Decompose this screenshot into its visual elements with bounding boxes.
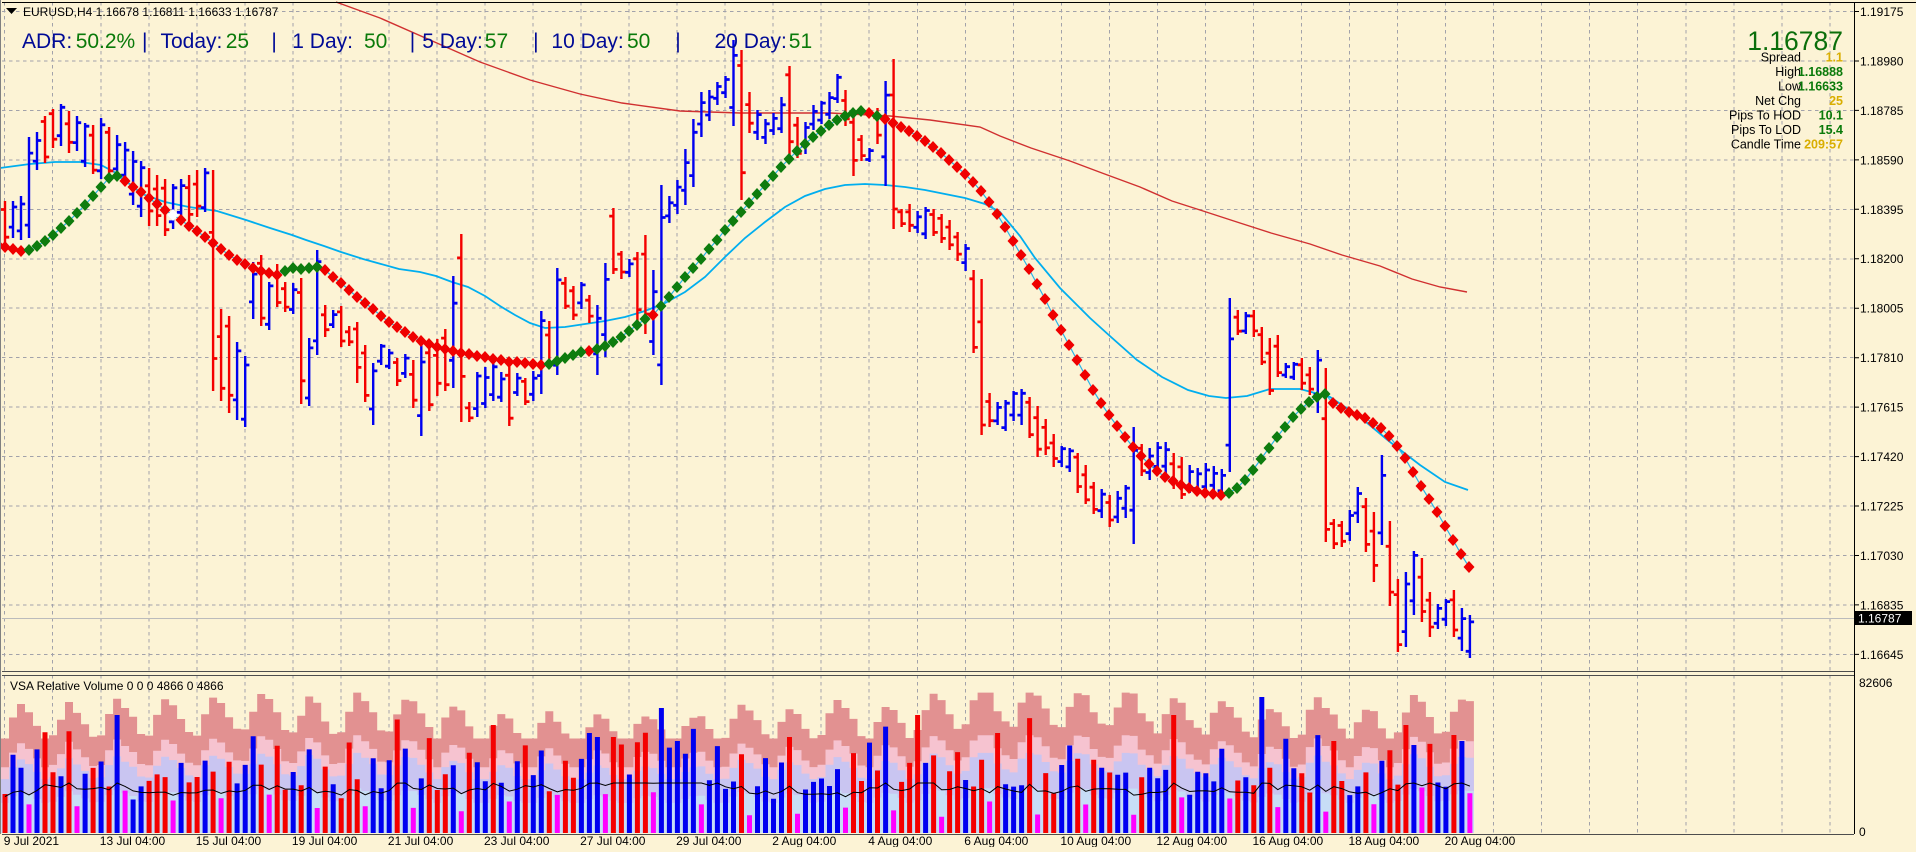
svg-text:1.17030: 1.17030 bbox=[1860, 549, 1904, 563]
svg-text:1.17225: 1.17225 bbox=[1860, 500, 1904, 514]
svg-text:10 Day:: 10 Day: bbox=[551, 30, 623, 53]
svg-text:|: | bbox=[271, 30, 276, 53]
svg-text:50.2%: 50.2% bbox=[76, 30, 136, 53]
svg-text:2 Aug 04:00: 2 Aug 04:00 bbox=[772, 834, 836, 847]
svg-text:15 Jul 04:00: 15 Jul 04:00 bbox=[196, 834, 262, 847]
svg-text:82606: 82606 bbox=[1859, 676, 1893, 690]
svg-text:High: High bbox=[1775, 65, 1801, 79]
svg-text:51: 51 bbox=[789, 30, 812, 53]
svg-text:|: | bbox=[142, 30, 147, 53]
svg-text:0: 0 bbox=[1859, 825, 1866, 839]
svg-text:Net Chg: Net Chg bbox=[1755, 94, 1801, 108]
svg-text:1 Day:: 1 Day: bbox=[292, 30, 353, 53]
svg-text:Low: Low bbox=[1778, 80, 1802, 94]
svg-text:1.19175: 1.19175 bbox=[1860, 5, 1904, 19]
svg-text:50: 50 bbox=[364, 30, 387, 53]
svg-text:1.16888: 1.16888 bbox=[1798, 65, 1843, 79]
svg-text:1.16787: 1.16787 bbox=[1858, 612, 1902, 626]
svg-text:Pips To HOD: Pips To HOD bbox=[1729, 109, 1801, 123]
svg-text:6 Aug 04:00: 6 Aug 04:00 bbox=[964, 834, 1028, 847]
svg-text:Spread: Spread bbox=[1761, 51, 1801, 65]
svg-text:1.16787: 1.16787 bbox=[1747, 26, 1843, 56]
svg-text:10 Aug 04:00: 10 Aug 04:00 bbox=[1060, 834, 1131, 847]
svg-text:1.18395: 1.18395 bbox=[1860, 203, 1904, 217]
svg-text:19 Jul 04:00: 19 Jul 04:00 bbox=[292, 834, 358, 847]
svg-text:10.1: 10.1 bbox=[1819, 109, 1843, 123]
svg-text:4 Aug 04:00: 4 Aug 04:00 bbox=[868, 834, 932, 847]
svg-text:1.18785: 1.18785 bbox=[1860, 104, 1904, 118]
svg-text:21 Jul 04:00: 21 Jul 04:00 bbox=[388, 834, 454, 847]
svg-text:50: 50 bbox=[627, 30, 650, 53]
svg-text:209:57: 209:57 bbox=[1804, 138, 1843, 152]
svg-text:20 Aug 04:00: 20 Aug 04:00 bbox=[1445, 834, 1516, 847]
svg-text:1.16645: 1.16645 bbox=[1860, 648, 1904, 662]
svg-text:Pips To LOD: Pips To LOD bbox=[1731, 123, 1801, 137]
svg-text:Candle Time: Candle Time bbox=[1731, 138, 1801, 152]
svg-text:1.18590: 1.18590 bbox=[1860, 153, 1904, 167]
svg-text:5 Day:: 5 Day: bbox=[422, 30, 483, 53]
svg-text:|: | bbox=[410, 30, 415, 53]
svg-text:25: 25 bbox=[1829, 94, 1843, 108]
svg-text:1.16835: 1.16835 bbox=[1860, 598, 1904, 612]
svg-text:ADR:: ADR: bbox=[22, 30, 72, 53]
svg-text:15.4: 15.4 bbox=[1819, 123, 1843, 137]
svg-text:1.1: 1.1 bbox=[1826, 51, 1843, 65]
svg-text:29 Jul 04:00: 29 Jul 04:00 bbox=[676, 834, 742, 847]
svg-text:12 Aug 04:00: 12 Aug 04:00 bbox=[1156, 834, 1227, 847]
svg-text:1.17615: 1.17615 bbox=[1860, 401, 1904, 415]
svg-text:1.16633: 1.16633 bbox=[1798, 80, 1843, 94]
svg-text:20 Day:: 20 Day: bbox=[715, 30, 787, 53]
svg-text:9 Jul 2021: 9 Jul 2021 bbox=[4, 834, 60, 847]
svg-text:16 Aug 04:00: 16 Aug 04:00 bbox=[1253, 834, 1324, 847]
svg-text:27 Jul 04:00: 27 Jul 04:00 bbox=[580, 834, 646, 847]
svg-text:Today:: Today: bbox=[161, 30, 223, 53]
svg-text:VSA Relative Volume 0 0 0 4866: VSA Relative Volume 0 0 0 4866 0 4866 bbox=[10, 679, 224, 693]
svg-text:1.18200: 1.18200 bbox=[1860, 252, 1904, 266]
svg-text:1.17420: 1.17420 bbox=[1860, 450, 1904, 464]
svg-text:57: 57 bbox=[485, 30, 508, 53]
svg-text:25: 25 bbox=[226, 30, 249, 53]
svg-text:23 Jul 04:00: 23 Jul 04:00 bbox=[484, 834, 550, 847]
svg-text:1.18005: 1.18005 bbox=[1860, 302, 1904, 316]
svg-text:1.18980: 1.18980 bbox=[1860, 55, 1904, 69]
svg-text:|: | bbox=[675, 30, 680, 53]
svg-text:EURUSD,H4 1.16678 1.16811 1.1: EURUSD,H4 1.16678 1.16811 1.16633 1.1678… bbox=[23, 5, 279, 19]
svg-text:1.17810: 1.17810 bbox=[1860, 351, 1904, 365]
svg-text:|: | bbox=[533, 30, 538, 53]
svg-text:18 Aug 04:00: 18 Aug 04:00 bbox=[1349, 834, 1420, 847]
svg-text:13 Jul 04:00: 13 Jul 04:00 bbox=[100, 834, 166, 847]
